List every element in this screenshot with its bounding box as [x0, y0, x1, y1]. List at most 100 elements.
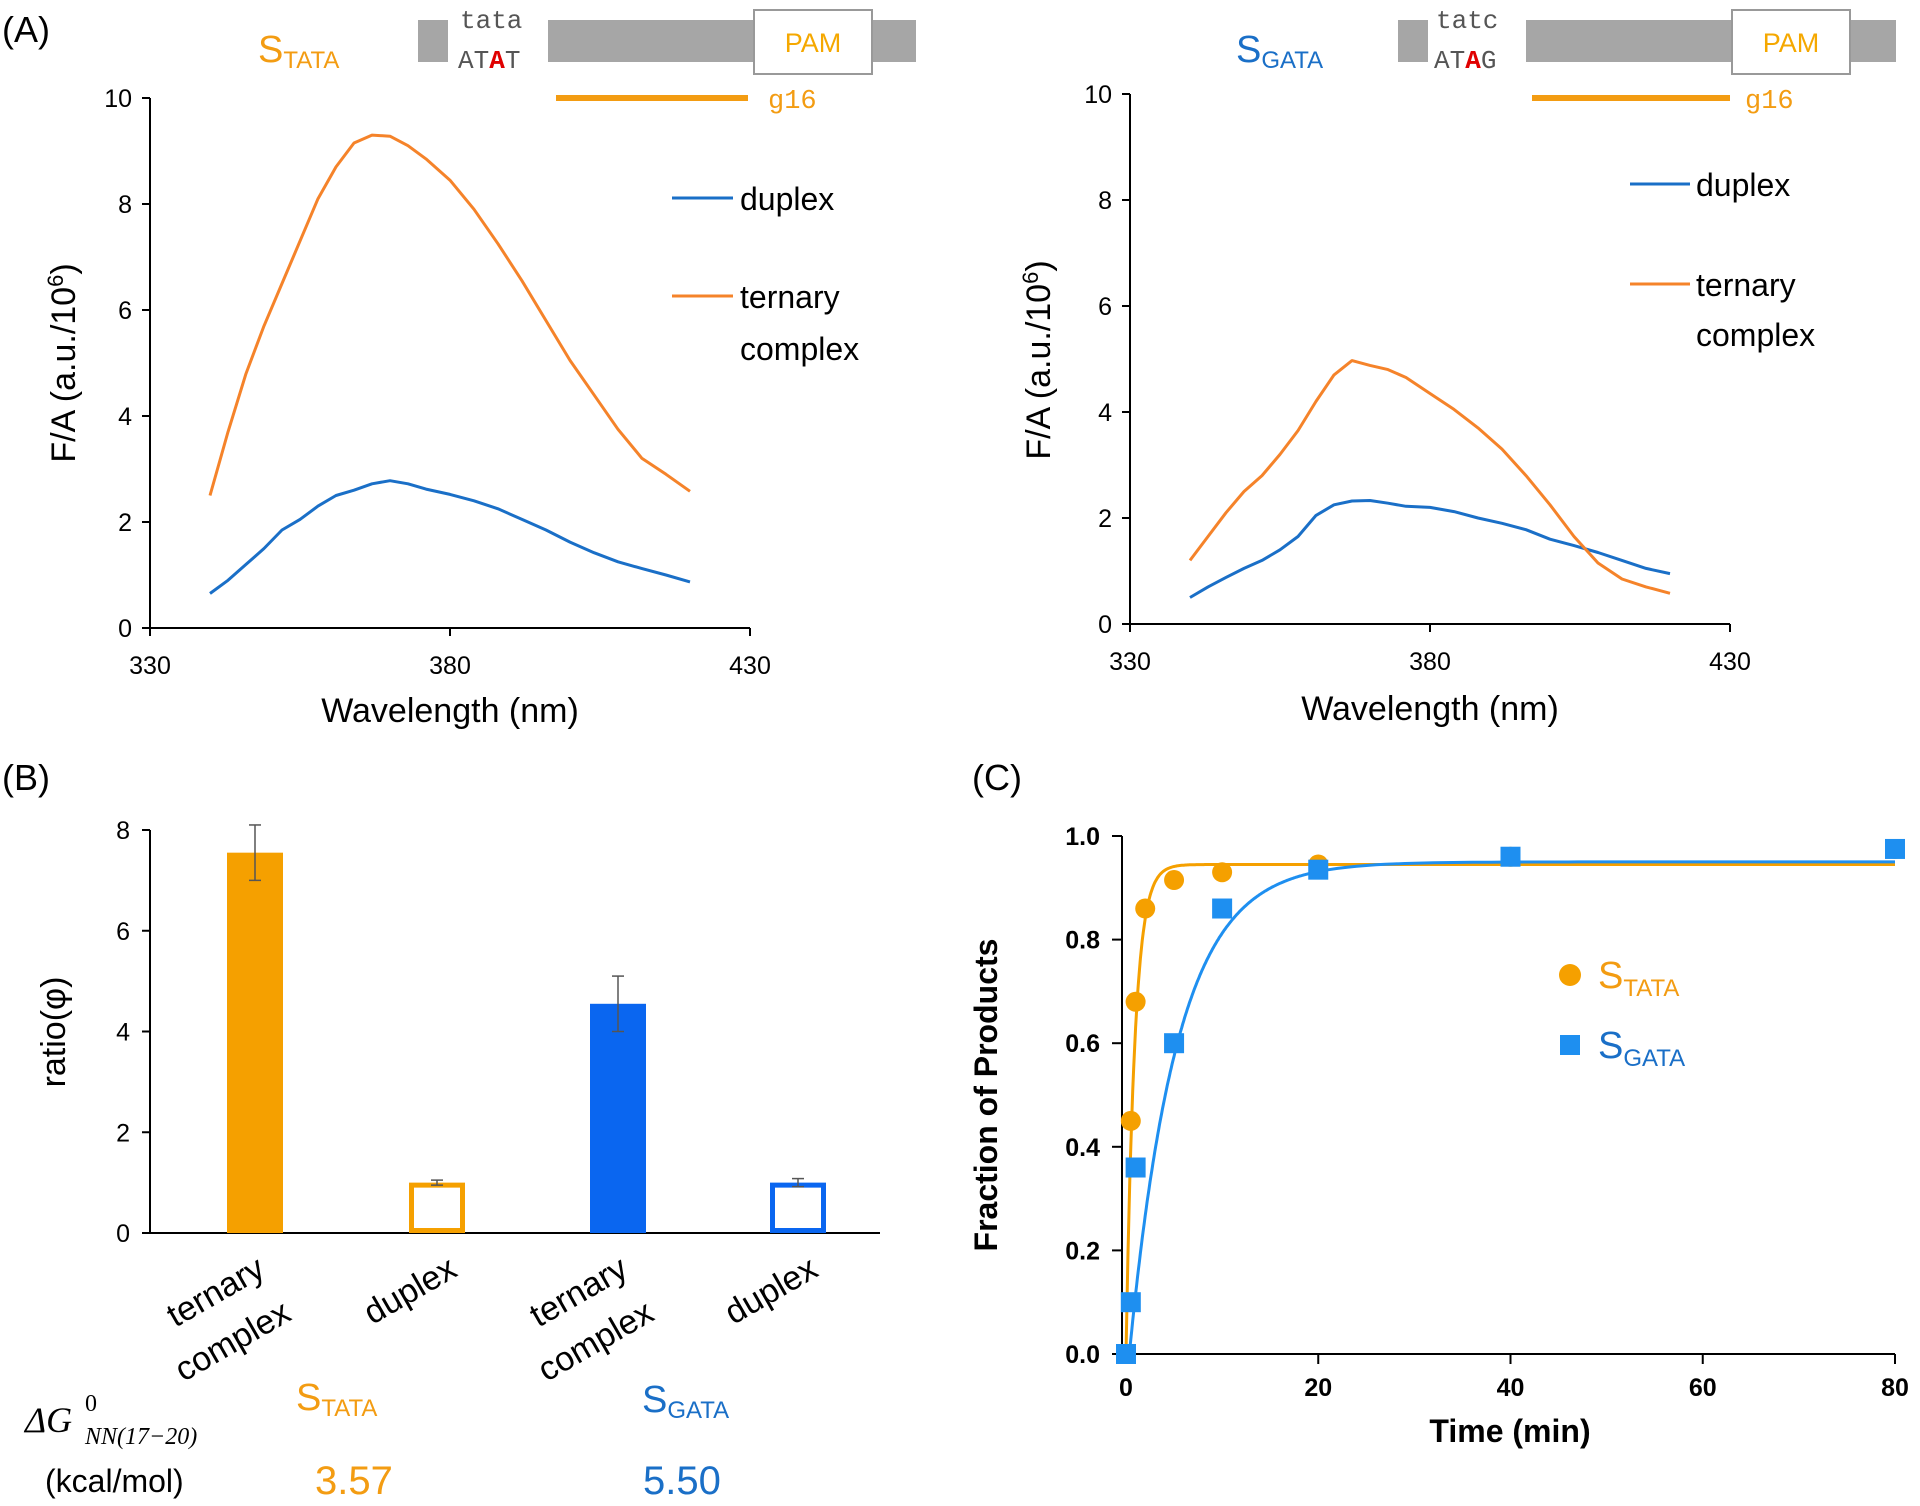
dg-annotation: ΔG 0 NN(17−20) (kcal/mol) STATA 3.57 SGA…: [23, 1377, 729, 1503]
guide-label: g16: [1745, 87, 1794, 117]
fit-curve-s_gata: [1126, 860, 1895, 1356]
legend-label-gata: SGATA: [1598, 1025, 1685, 1072]
data-point-s_tata: [1164, 870, 1185, 891]
schematic-bottom-seq: ATAT: [458, 46, 520, 76]
y-tick-label: 0.6: [1065, 1030, 1100, 1058]
x-tick-label: 80: [1881, 1374, 1909, 1402]
x-tick-label: 380: [1409, 648, 1451, 676]
data-point-s_tata: [1120, 1110, 1141, 1131]
x-tick-label: 0: [1119, 1374, 1133, 1402]
y-tick-label: 1.0: [1065, 823, 1100, 851]
dg-superscript: 0: [85, 1391, 97, 1417]
dg-group-label-tata: STATA: [296, 1377, 377, 1422]
schematic-left: STATA tata ATAT PAM g16: [258, 6, 916, 117]
legend-label-ternary-1: ternary: [1696, 267, 1796, 303]
y-tick-label: 6: [118, 297, 132, 325]
fit-curve-s_tata: [1124, 863, 1895, 1355]
schematic-bottom-seq: ATAG: [1434, 46, 1496, 76]
x-tick-label: 330: [1109, 648, 1151, 676]
panel-label-a: (A): [2, 9, 50, 50]
dna-bar-left-end: [1398, 20, 1428, 62]
chart-a-left: 0 2 4 6 8 10 330 380 430 Wavelength (nm) F/A (a.…: [43, 85, 859, 730]
series-line-duplex: [209, 479, 691, 595]
pam-box: [753, 9, 873, 75]
y-axis-label: F/A (a.u./106): [43, 263, 83, 462]
y-tick-label: 0: [1098, 611, 1112, 639]
bar: [409, 1182, 465, 1233]
y-tick-label: 2: [116, 1119, 130, 1147]
dg-group-label-gata: SGATA: [642, 1379, 729, 1424]
y-tick-label: 6: [1098, 293, 1112, 321]
schematic-substrate-label: SGATA: [1236, 29, 1323, 74]
dg-symbol: ΔG: [23, 1400, 72, 1440]
schematic-top-seq: tata: [460, 6, 522, 36]
y-tick-label: 8: [1098, 187, 1112, 215]
dg-value-gata: 5.50: [643, 1459, 721, 1503]
y-tick-label: 2: [1098, 505, 1112, 533]
x-axis-label: Time (min): [1429, 1413, 1590, 1449]
y-axis-label: ratio(φ): [35, 977, 73, 1088]
bar: [227, 852, 283, 1233]
data-point-s_gata: [1308, 859, 1329, 880]
legend: duplex ternary complex: [1630, 167, 1815, 353]
bar: [590, 1003, 646, 1233]
category-label: duplex: [718, 1249, 824, 1332]
legend-label-tata: STATA: [1598, 955, 1679, 1002]
y-tick-label: 0.2: [1065, 1237, 1100, 1265]
pam-box: [1731, 9, 1851, 75]
y-tick-label: 2: [118, 509, 132, 537]
series-line-ternary-complex: [1188, 359, 1671, 595]
y-tick-label: 6: [116, 918, 130, 946]
x-tick-label: 60: [1689, 1374, 1717, 1402]
dg-unit: (kcal/mol): [45, 1463, 184, 1499]
y-tick-label: 0: [118, 615, 132, 643]
y-axis-label: F/A (a.u./106): [1018, 260, 1058, 459]
pam-label: PAM: [1763, 28, 1820, 58]
y-tick-label: 4: [118, 403, 132, 431]
series-line-duplex: [1189, 499, 1671, 599]
legend-label-ternary-2: complex: [1696, 317, 1815, 353]
y-tick-label: 0.0: [1065, 1341, 1100, 1369]
panel-label-c: (C): [972, 757, 1022, 798]
data-point-s_gata: [1164, 1033, 1185, 1054]
legend-label-duplex: duplex: [1696, 167, 1790, 203]
schematic-right: SGATA tatc ATAG PAM g16: [1236, 6, 1896, 117]
pam-label: PAM: [785, 28, 842, 58]
series-line-ternary-complex: [208, 133, 691, 496]
dg-subscript: NN(17−20): [84, 1424, 197, 1450]
dna-bar-left-end: [418, 20, 448, 62]
x-tick-label: 380: [429, 652, 471, 680]
data-point-s_tata: [1135, 898, 1156, 919]
data-point-s_tata: [1125, 991, 1146, 1012]
x-tick-label: 20: [1304, 1374, 1332, 1402]
x-axis-label: Wavelength (nm): [321, 692, 579, 730]
guide-label: g16: [768, 87, 817, 117]
y-tick-label: 8: [118, 191, 132, 219]
data-point-s_gata: [1125, 1157, 1146, 1178]
chart-c: 0.0 0.2 0.4 0.6 0.8 1.0 0 20 40 60 80 Time (min) F…: [968, 823, 1909, 1449]
data-point-s_gata: [1885, 838, 1905, 859]
legend-label-ternary-2: complex: [740, 331, 859, 367]
legend: STATA SGATA: [1559, 955, 1685, 1072]
chart-a-right: 0 2 4 6 8 10 330 380 430 Wavelength (nm) F/A (a.…: [1018, 81, 1815, 728]
x-tick-label: 40: [1497, 1374, 1525, 1402]
legend-marker-tata: [1559, 964, 1581, 986]
legend: duplex ternary complex: [672, 181, 859, 367]
y-tick-label: 4: [1098, 399, 1112, 427]
x-axis-label: Wavelength (nm): [1301, 690, 1559, 728]
legend-label-ternary-1: ternary: [740, 279, 840, 315]
y-tick-label: 8: [116, 817, 130, 845]
y-tick-label: 0: [116, 1220, 130, 1248]
y-tick-label: 0.4: [1065, 1134, 1100, 1162]
legend-label-duplex: duplex: [740, 181, 834, 217]
schematic-substrate-label: STATA: [258, 29, 339, 74]
x-tick-label: 430: [1709, 648, 1751, 676]
dg-value-tata: 3.57: [315, 1459, 393, 1503]
y-tick-label: 10: [104, 85, 132, 113]
legend-marker-gata: [1560, 1035, 1580, 1055]
x-tick-label: 430: [729, 652, 771, 680]
y-tick-label: 4: [116, 1019, 130, 1047]
x-tick-label: 330: [129, 652, 171, 680]
